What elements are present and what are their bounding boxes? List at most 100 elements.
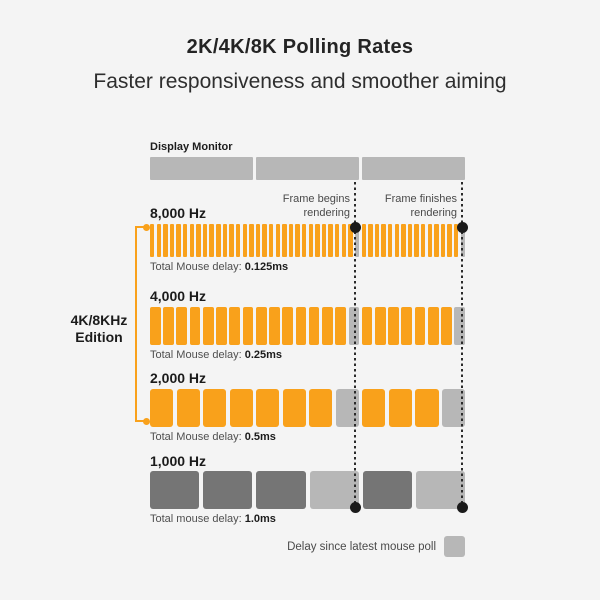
poll-bar <box>229 389 253 427</box>
poll-bar <box>203 471 253 509</box>
poll-bar <box>156 224 162 257</box>
delay-bar <box>354 224 360 257</box>
delay-value: 0.25ms <box>244 349 283 361</box>
poll-bars-2000hz <box>150 389 466 427</box>
poll-bar <box>335 307 346 345</box>
frame-finishes-bottom-marker-dot <box>456 501 468 513</box>
poll-bar <box>256 471 306 509</box>
poll-bar <box>249 224 254 257</box>
poll-bar <box>176 389 200 427</box>
poll-bar <box>447 224 452 257</box>
poll-bar <box>189 224 195 257</box>
monitor-frame-segment <box>150 157 253 180</box>
frame-finishes-guideline <box>461 182 463 508</box>
poll-bar <box>427 224 433 257</box>
delay-bar <box>335 389 359 427</box>
poll-bar <box>169 224 175 257</box>
poll-bar <box>322 307 333 345</box>
rate-label-2000hz: 2,000 Hz <box>150 370 207 386</box>
rate-label-4000hz: 4,000 Hz <box>150 288 207 304</box>
poll-bar <box>308 307 320 345</box>
poll-bar <box>202 224 208 257</box>
poll-bar <box>387 224 393 257</box>
delay-bar <box>348 307 360 345</box>
poll-bar <box>268 224 274 257</box>
page-subtitle: Faster responsiveness and smoother aimin… <box>93 70 507 93</box>
poll-bar <box>202 307 214 345</box>
delay-label: Total mouse delay: <box>150 513 242 525</box>
poll-bar <box>341 224 347 257</box>
poll-bar <box>361 307 373 345</box>
delay-bar <box>309 471 359 509</box>
poll-bar <box>401 224 406 257</box>
poll-bar <box>203 389 227 427</box>
edition-bracket-top-stub <box>135 226 146 228</box>
poll-bar <box>295 307 307 345</box>
poll-bar <box>374 307 386 345</box>
poll-bar <box>269 307 280 345</box>
edition-label: 4K/8KHz Edition <box>38 312 160 346</box>
poll-bar <box>150 471 200 509</box>
legend-swatch <box>444 536 465 557</box>
poll-bar <box>362 389 386 427</box>
monitor-frame-segment <box>362 157 465 180</box>
poll-bar <box>262 224 267 257</box>
poll-bar <box>150 224 155 257</box>
poll-bar <box>183 224 188 257</box>
poll-bar <box>441 307 452 345</box>
poll-bar <box>420 224 426 257</box>
poll-bar <box>348 224 353 257</box>
legend-label: Delay since latest mouse poll <box>287 541 436 553</box>
poll-bar <box>196 224 201 257</box>
poll-bar <box>242 307 254 345</box>
poll-bar <box>242 224 247 257</box>
frame-finishes-top-marker-dot <box>456 221 468 233</box>
poll-bar <box>275 224 280 257</box>
poll-bar <box>216 307 227 345</box>
edition-bracket-bottom-stub <box>135 420 146 422</box>
poll-bar <box>309 389 333 427</box>
edition-bracket-top-dot <box>143 223 150 231</box>
poll-bar <box>295 224 300 257</box>
frame-begins-guideline <box>354 182 356 508</box>
poll-bar <box>388 307 399 345</box>
monitor-frame-segment <box>256 157 359 180</box>
frame-begins-bottom-marker-dot <box>349 501 361 513</box>
poll-bar <box>209 224 214 257</box>
poll-bar <box>189 307 201 345</box>
poll-bar <box>374 224 380 257</box>
poll-bar <box>176 307 188 345</box>
poll-bar <box>381 224 386 257</box>
poll-bar <box>150 389 174 427</box>
delay-bar <box>454 307 466 345</box>
poll-bar <box>163 307 174 345</box>
poll-bar <box>454 224 459 257</box>
poll-bar <box>163 224 168 257</box>
poll-bar <box>282 307 293 345</box>
rate-label-8000hz: 8,000 Hz <box>150 205 207 221</box>
delay-value: 0.5ms <box>244 431 276 443</box>
poll-bar <box>255 224 261 257</box>
poll-bar <box>321 224 327 257</box>
poll-bar <box>256 389 280 427</box>
poll-bar <box>362 471 412 509</box>
poll-bar <box>282 389 306 427</box>
poll-bar <box>414 307 426 345</box>
delay-label: Total Mouse delay: <box>150 261 242 273</box>
poll-bar <box>335 224 340 257</box>
frame-finishes-label: Frame finishes rendering <box>384 193 457 219</box>
display-monitor-bar <box>150 157 465 180</box>
delay-value: 1.0ms <box>244 513 276 525</box>
poll-bar <box>308 224 314 257</box>
poll-bar <box>315 224 320 257</box>
page-title: 2K/4K/8K Polling Rates <box>186 36 414 58</box>
poll-bar <box>216 224 221 257</box>
delay-text-2000hz: Total Mouse delay: 0.5ms <box>150 431 276 443</box>
poll-bar <box>427 307 439 345</box>
poll-bar <box>235 224 241 257</box>
poll-bar <box>440 224 446 257</box>
delay-label: Total Mouse delay: <box>150 431 242 443</box>
poll-bar <box>176 224 181 257</box>
poll-bar <box>388 389 412 427</box>
edition-bracket-line <box>135 227 137 421</box>
